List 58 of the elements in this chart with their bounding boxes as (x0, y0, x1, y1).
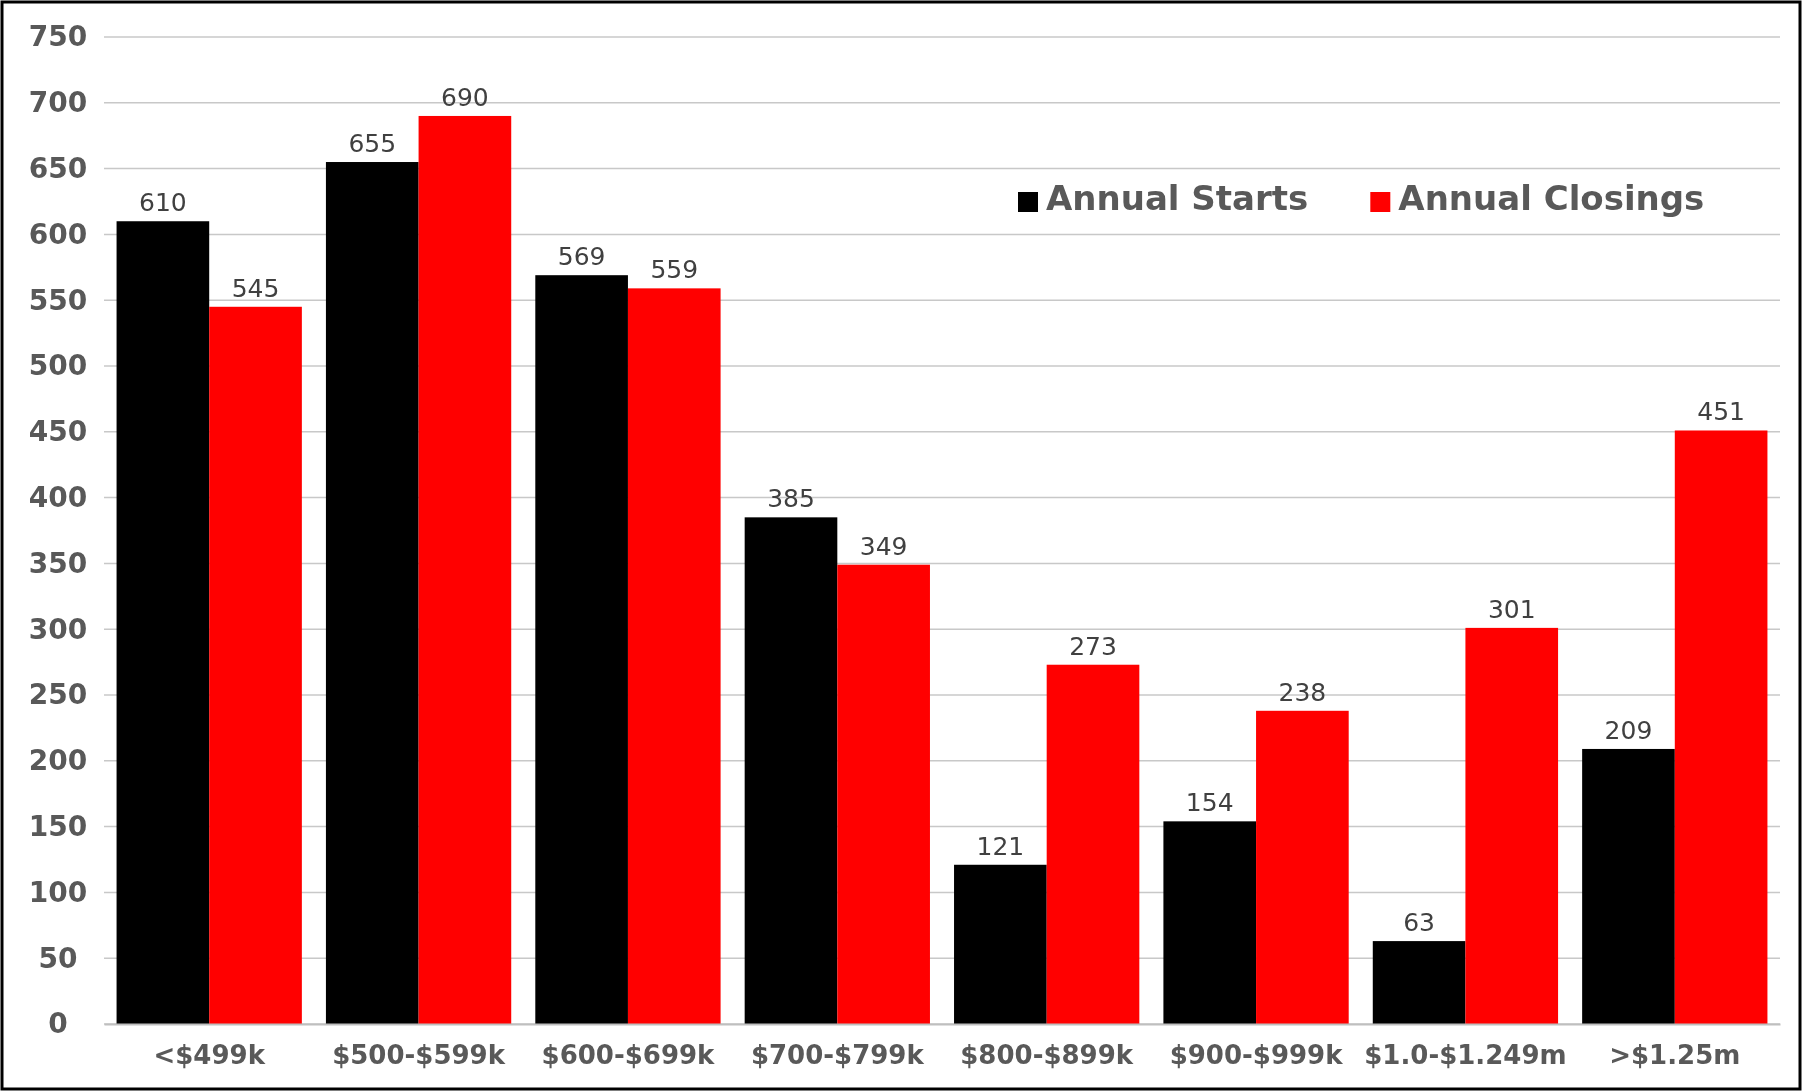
y-tick-label: 750 (28, 20, 88, 54)
y-tick-label: 450 (28, 415, 88, 449)
x-tick-label: $1.0-$1.249m (1364, 1040, 1567, 1071)
bar (1372, 941, 1466, 1024)
y-tick-label: 500 (28, 349, 88, 383)
data-label: 655 (348, 129, 397, 159)
x-tick-label: $600-$699k (541, 1040, 716, 1071)
bar (209, 306, 302, 1024)
y-tick-label: 300 (28, 612, 88, 646)
data-label: 385 (767, 484, 815, 514)
bar (1674, 430, 1768, 1024)
data-label: 301 (1487, 594, 1536, 624)
bar (1256, 710, 1349, 1024)
bar (1046, 664, 1140, 1024)
bar (954, 864, 1047, 1024)
data-label: 209 (1604, 715, 1653, 745)
y-tick-label: 600 (28, 217, 88, 251)
legend-label: Annual Starts (1046, 178, 1309, 218)
x-tick-label: $500-$599k (332, 1040, 506, 1071)
x-tick-label: $900-$999k (1169, 1040, 1344, 1071)
data-label: 349 (859, 531, 908, 561)
y-tick-label: 350 (28, 546, 88, 580)
bar (325, 162, 419, 1024)
data-label: 63 (1403, 908, 1436, 938)
data-label: 569 (557, 242, 606, 272)
data-label: 451 (1697, 397, 1745, 427)
bar (837, 564, 930, 1024)
data-label: 238 (1278, 677, 1327, 707)
y-tick-label: 650 (28, 152, 88, 186)
data-label: 610 (139, 188, 187, 218)
legend-label: Annual Closings (1398, 178, 1705, 218)
y-tick-label: 50 (38, 941, 78, 975)
x-tick-label: $700-$799k (750, 1040, 925, 1071)
bar (116, 221, 210, 1024)
data-label: 273 (1069, 631, 1117, 661)
y-tick-label: 0 (48, 1007, 68, 1041)
bar (535, 275, 628, 1024)
bar (1465, 627, 1559, 1024)
x-tick-label: <$499k (153, 1040, 266, 1071)
data-label: 545 (231, 273, 280, 303)
y-tick-label: 250 (28, 678, 88, 712)
bar (627, 288, 721, 1024)
x-tick-label: >$1.25m (1609, 1040, 1741, 1071)
bar (1582, 748, 1675, 1024)
y-tick-label: 200 (28, 744, 88, 778)
data-label: 154 (1185, 788, 1234, 818)
data-label: 559 (650, 255, 699, 285)
x-tick-label: $800-$899k (960, 1040, 1134, 1071)
bar (1163, 821, 1257, 1024)
data-label: 690 (441, 82, 489, 112)
data-label: 121 (976, 831, 1025, 861)
y-tick-label: 700 (28, 86, 88, 120)
y-tick-label: 150 (28, 810, 88, 844)
bar (418, 115, 512, 1024)
y-tick-label: 550 (28, 283, 88, 317)
y-tick-label: 400 (28, 481, 88, 515)
y-tick-label: 100 (28, 875, 88, 909)
bar (744, 517, 838, 1024)
